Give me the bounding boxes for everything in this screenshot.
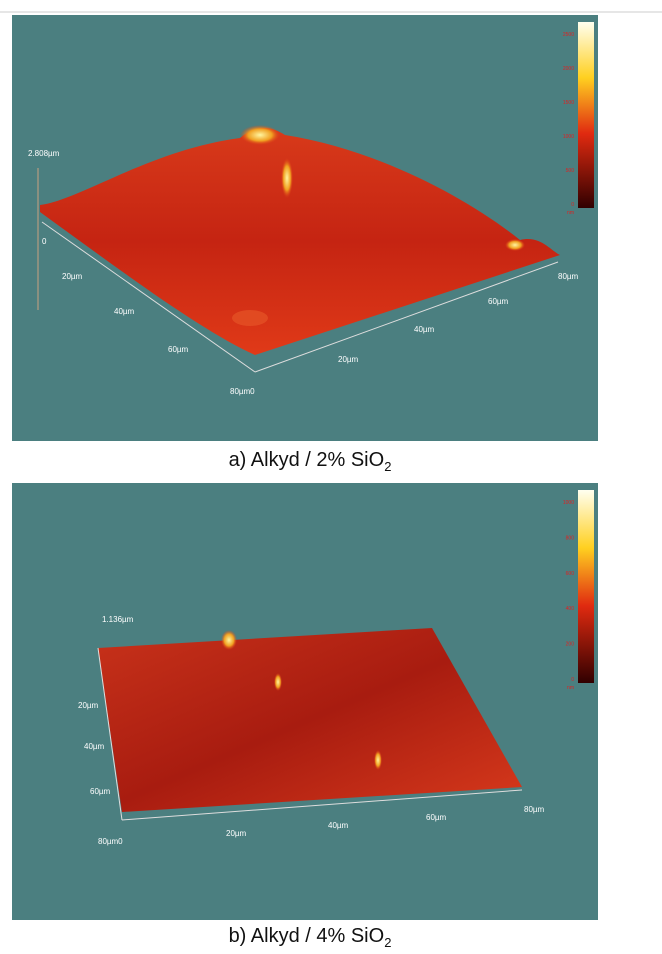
peak bbox=[374, 750, 382, 770]
colorbar-label: 500 bbox=[566, 168, 575, 174]
caption: b) Alkyd / 4% SiO2 bbox=[229, 925, 392, 949]
colorbar-label: 1000 bbox=[563, 500, 574, 506]
axis-label: 40µm bbox=[114, 307, 135, 316]
axis-label: 60µm bbox=[90, 787, 111, 796]
axis-label: 20µm bbox=[78, 701, 99, 710]
z-label: 1.136µm bbox=[102, 615, 134, 624]
axis-label: 40µm bbox=[414, 325, 435, 334]
peak bbox=[240, 125, 280, 145]
axis-label: 60µm bbox=[168, 345, 189, 354]
peak bbox=[505, 239, 525, 251]
axis-label: 80µm0 bbox=[98, 837, 123, 846]
colorbar-label: 1000 bbox=[563, 134, 574, 140]
colorbar-unit: nm bbox=[567, 685, 574, 691]
caption-subscript: 2 bbox=[384, 935, 391, 949]
colorbar-label: 0 bbox=[571, 677, 574, 683]
caption-text: a) Alkyd / 2% SiO bbox=[229, 449, 385, 471]
colorbar-label: 400 bbox=[566, 606, 575, 612]
axis-label: 80µm0 bbox=[230, 387, 255, 396]
axis-label: 20µm bbox=[226, 829, 247, 838]
peak bbox=[232, 310, 268, 326]
colorbar bbox=[578, 22, 594, 208]
axis-label: 60µm bbox=[488, 297, 509, 306]
colorbar-label: 0 bbox=[571, 202, 574, 208]
colorbar-label: 1500 bbox=[563, 100, 574, 106]
colorbar-label: 200 bbox=[566, 642, 575, 648]
colorbar-label: 800 bbox=[566, 535, 575, 541]
axis-label: 40µm bbox=[328, 821, 349, 830]
figure: 2.808µm020µm40µm60µm80µm020µm40µm60µm80µ… bbox=[0, 0, 662, 949]
z-label: 2.808µm bbox=[28, 149, 60, 158]
colorbar-label: 600 bbox=[566, 571, 575, 577]
axis-label: 40µm bbox=[84, 742, 105, 751]
peak bbox=[281, 158, 293, 198]
colorbar-label: 2000 bbox=[563, 66, 574, 72]
caption: a) Alkyd / 2% SiO2 bbox=[229, 449, 392, 474]
peak bbox=[221, 630, 237, 650]
axis-label: 20µm bbox=[338, 355, 359, 364]
colorbar-label: 2500 bbox=[563, 32, 574, 38]
axis-label: 80µm bbox=[558, 272, 579, 281]
caption-subscript: 2 bbox=[384, 459, 391, 474]
axis-label: 60µm bbox=[426, 813, 447, 822]
colorbar-unit: nm bbox=[567, 210, 574, 216]
colorbar bbox=[578, 490, 594, 683]
caption-text: b) Alkyd / 4% SiO bbox=[229, 925, 385, 947]
peak bbox=[274, 673, 282, 691]
axis-label: 80µm bbox=[524, 805, 545, 814]
z-origin: 0 bbox=[42, 237, 47, 246]
axis-label: 20µm bbox=[62, 272, 83, 281]
